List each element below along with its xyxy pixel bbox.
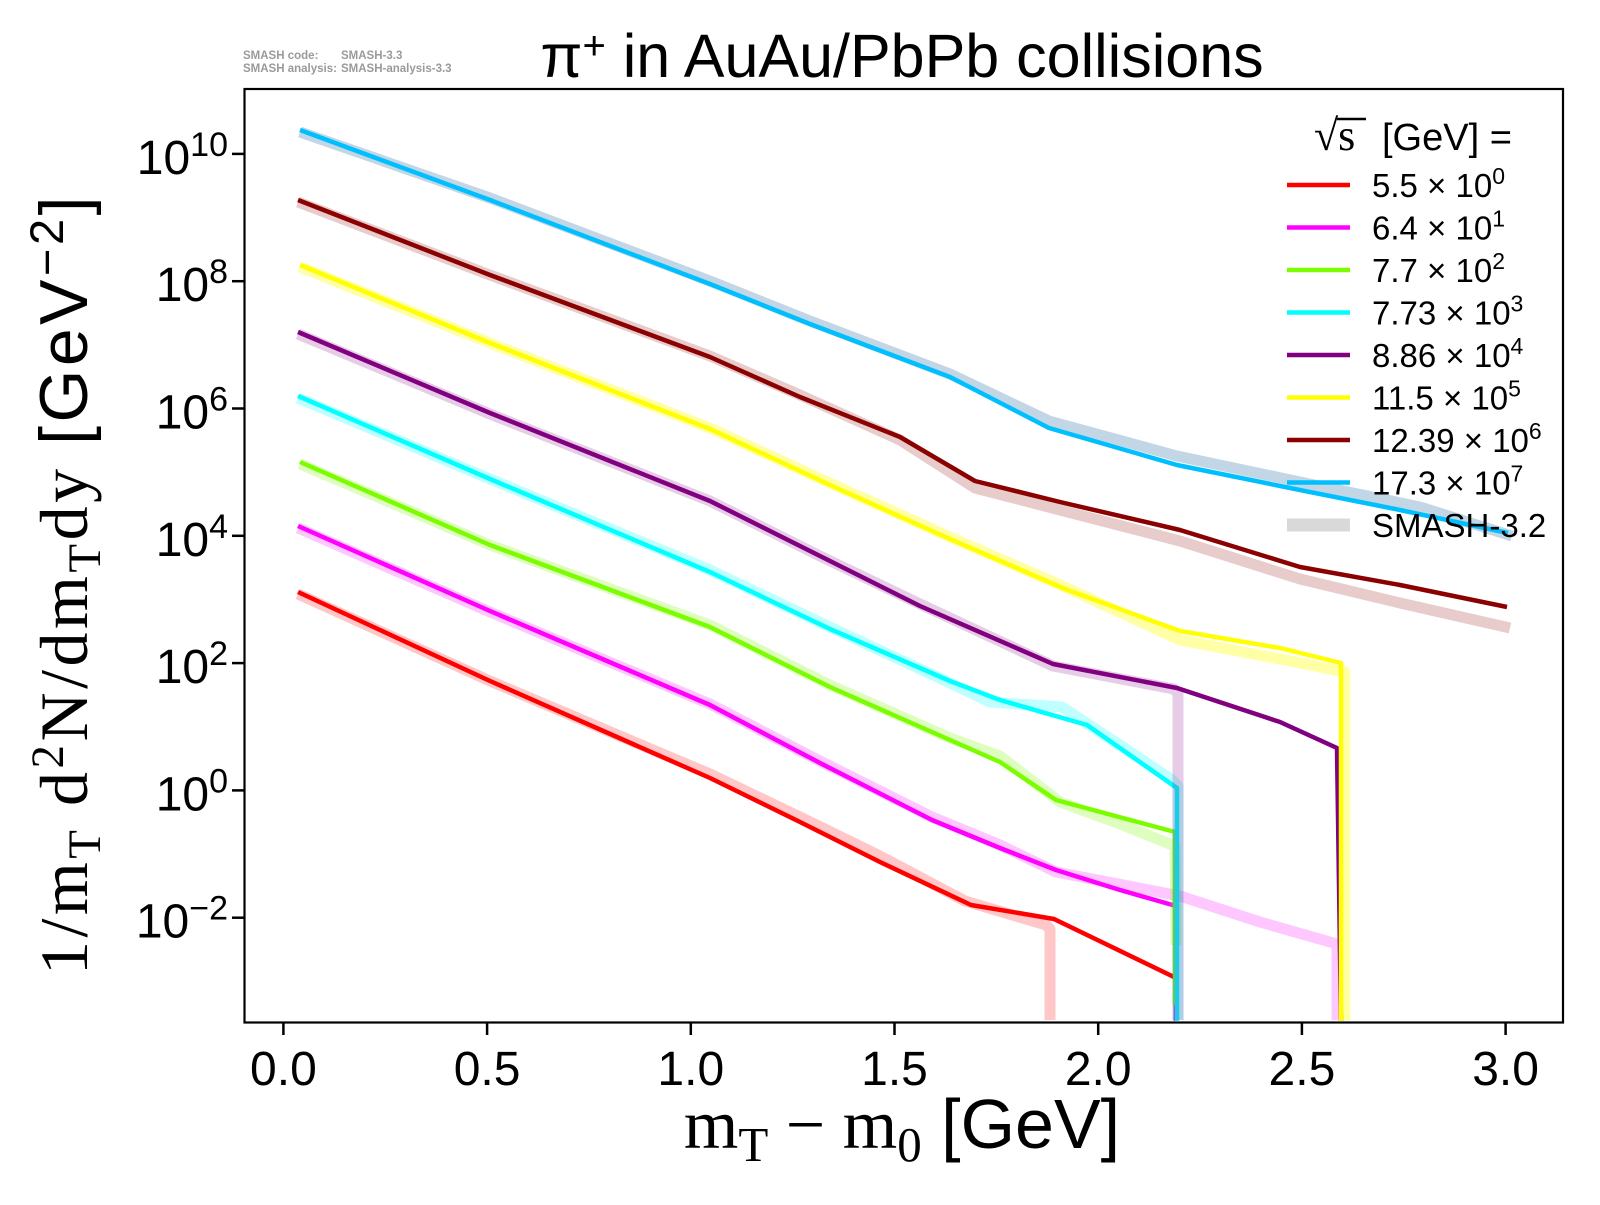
- svg-text:6.4 × 101: 6.4 × 101: [1372, 206, 1505, 247]
- svg-text:SMASH analysis:: SMASH analysis:: [243, 63, 337, 75]
- svg-text:17.3 × 107: 17.3 × 107: [1372, 461, 1523, 502]
- svg-text:5.5 × 100: 5.5 × 100: [1372, 163, 1505, 204]
- svg-text:[GeV] =: [GeV] =: [1382, 117, 1512, 159]
- svg-text:1.0: 1.0: [657, 1043, 724, 1096]
- svg-text:2.5: 2.5: [1269, 1043, 1336, 1096]
- svg-text:2.0: 2.0: [1065, 1043, 1132, 1096]
- svg-text:12.39 × 106: 12.39 × 106: [1372, 418, 1542, 459]
- svg-text:8.86 × 104: 8.86 × 104: [1372, 333, 1524, 374]
- svg-text:SMASH code:: SMASH code:: [243, 50, 318, 62]
- svg-text:3.0: 3.0: [1472, 1043, 1539, 1096]
- svg-text:11.5 × 105: 11.5 × 105: [1372, 376, 1521, 417]
- svg-text:SMASH-3.2: SMASH-3.2: [1372, 507, 1546, 544]
- svg-text:SMASH-3.3: SMASH-3.3: [341, 50, 402, 62]
- svg-text:7.7 × 102: 7.7 × 102: [1372, 248, 1505, 289]
- svg-text:7.73 × 103: 7.73 × 103: [1372, 291, 1523, 332]
- svg-text:1.5: 1.5: [861, 1043, 928, 1096]
- svg-text:mT − m0 [GeV]: mT − m0 [GeV]: [684, 1085, 1120, 1172]
- svg-text:π+ in AuAu/PbPb collisions: π+ in AuAu/PbPb collisions: [540, 22, 1263, 90]
- svg-text:SMASH-analysis-3.3: SMASH-analysis-3.3: [341, 63, 452, 75]
- svg-text:0.0: 0.0: [250, 1043, 317, 1096]
- svg-text:0.5: 0.5: [454, 1043, 521, 1096]
- svg-text:1/mT d2N/dmTdy [GeV−2]: 1/mT d2N/dmTdy [GeV−2]: [20, 193, 111, 975]
